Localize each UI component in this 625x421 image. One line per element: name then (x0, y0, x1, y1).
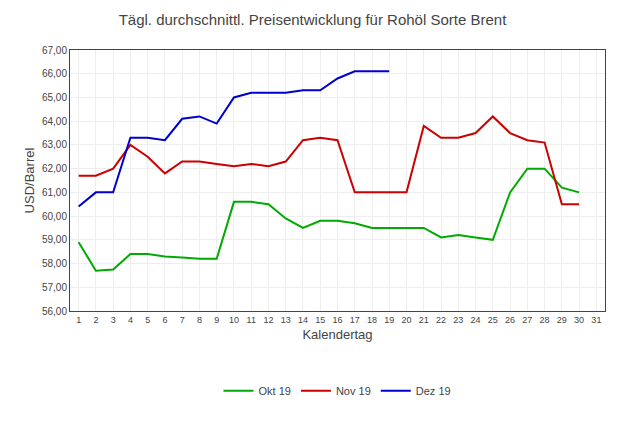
svg-text:4: 4 (128, 315, 133, 325)
svg-text:57,00: 57,00 (42, 282, 67, 293)
svg-text:31: 31 (591, 315, 601, 325)
svg-text:12: 12 (263, 315, 273, 325)
svg-text:Kalendertag: Kalendertag (302, 327, 372, 342)
svg-text:58,00: 58,00 (42, 258, 67, 269)
svg-text:20: 20 (402, 315, 412, 325)
svg-text:Dez 19: Dez 19 (416, 385, 451, 397)
svg-text:Okt 19: Okt 19 (259, 385, 291, 397)
svg-text:26: 26 (505, 315, 515, 325)
svg-text:18: 18 (367, 315, 377, 325)
svg-text:63,00: 63,00 (42, 139, 67, 150)
svg-text:67,00: 67,00 (42, 45, 67, 56)
svg-text:10: 10 (229, 315, 239, 325)
svg-text:56,00: 56,00 (42, 306, 67, 317)
svg-text:17: 17 (350, 315, 360, 325)
svg-text:2: 2 (93, 315, 98, 325)
svg-text:1: 1 (76, 315, 81, 325)
svg-text:61,00: 61,00 (42, 187, 67, 198)
svg-text:USD/Barrel: USD/Barrel (22, 148, 37, 214)
svg-text:22: 22 (436, 315, 446, 325)
svg-text:60,00: 60,00 (42, 211, 67, 222)
svg-text:5: 5 (145, 315, 150, 325)
svg-text:3: 3 (111, 315, 116, 325)
svg-text:11: 11 (247, 315, 256, 325)
svg-text:19: 19 (384, 315, 394, 325)
svg-text:14: 14 (298, 315, 308, 325)
svg-text:62,00: 62,00 (42, 163, 67, 174)
svg-text:9: 9 (214, 315, 219, 325)
svg-text:25: 25 (488, 315, 498, 325)
svg-text:8: 8 (197, 315, 202, 325)
svg-text:23: 23 (453, 315, 463, 325)
svg-text:28: 28 (540, 315, 550, 325)
svg-text:64,00: 64,00 (42, 116, 67, 127)
svg-text:7: 7 (180, 315, 185, 325)
svg-text:65,00: 65,00 (42, 92, 67, 103)
svg-text:30: 30 (574, 315, 584, 325)
svg-text:21: 21 (419, 315, 429, 325)
svg-text:24: 24 (471, 315, 481, 325)
svg-text:6: 6 (162, 315, 167, 325)
svg-text:15: 15 (315, 315, 325, 325)
svg-text:29: 29 (557, 315, 567, 325)
svg-text:16: 16 (332, 315, 342, 325)
svg-text:Nov 19: Nov 19 (336, 385, 371, 397)
svg-text:13: 13 (281, 315, 291, 325)
svg-text:66,00: 66,00 (42, 68, 67, 79)
svg-text:59,00: 59,00 (42, 234, 67, 245)
svg-text:Tägl. durchschnittl. Preisentw: Tägl. durchschnittl. Preisentwicklung fü… (119, 11, 508, 28)
svg-text:27: 27 (522, 315, 532, 325)
